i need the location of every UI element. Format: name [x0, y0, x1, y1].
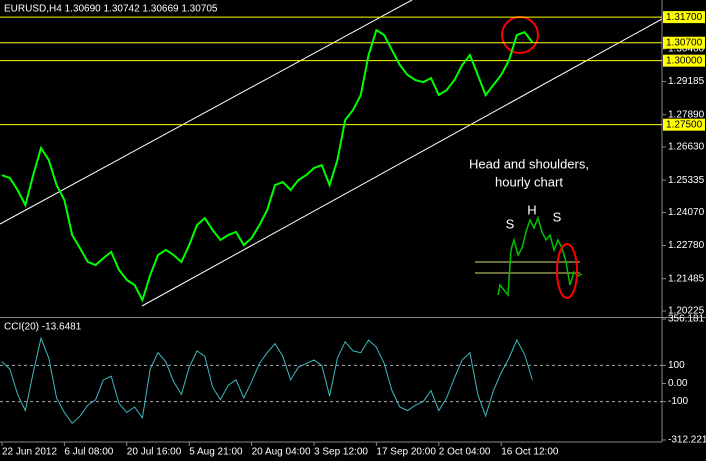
x-tick-label: 5 Aug 21:00 [189, 447, 243, 458]
inset-circle [556, 243, 578, 299]
indicator-title: CCI(20) -13.6481 [4, 322, 82, 333]
annotation: S [553, 209, 562, 224]
level-label-box [663, 54, 705, 67]
x-tick-label: 17 Sep 20:00 [376, 447, 436, 458]
y-tick-label: 1.29185 [668, 76, 705, 87]
x-tick-label: 20 Jul 16:00 [127, 447, 182, 458]
y-tick-label: 356.181 [668, 314, 705, 325]
annotation: Head and shoulders, [469, 156, 589, 171]
y-tick-label: 1.30460 [668, 44, 705, 55]
x-tick-label: 6 Jul 08:00 [64, 447, 113, 458]
y-tick-label: 1.21485 [668, 273, 705, 284]
level-label: 1.31700 [666, 12, 703, 23]
x-tick-label: 3 Sep 12:00 [314, 447, 368, 458]
annotation: H [527, 202, 536, 217]
inset-chart [497, 215, 583, 297]
level-label: 1.27500 [666, 119, 703, 130]
price-line [1, 28, 534, 303]
y-tick-label: 1.27890 [668, 109, 705, 120]
level-label-box [663, 11, 705, 24]
level-label-box [663, 118, 705, 131]
x-tick-label: 16 Oct 12:00 [501, 447, 559, 458]
y-tick-label: 100 [668, 360, 685, 371]
channel-lower [141, 18, 663, 307]
level-label-box [663, 36, 705, 49]
level-label: 1.30700 [666, 37, 703, 48]
y-tick-label: 1.26630 [668, 142, 705, 153]
y-tick-label: -100 [668, 396, 688, 407]
y-tick-label: 0.00 [668, 378, 688, 389]
y-tick-label: 1.24070 [668, 207, 705, 218]
x-tick-label: 2 Oct 04:00 [439, 447, 491, 458]
price-line [1, 336, 533, 425]
annotation: hourly chart [495, 174, 563, 189]
y-tick-label: 1.20225 [668, 306, 705, 317]
annotation: S [506, 216, 515, 231]
y-tick-label: 1.22780 [668, 240, 705, 251]
y-tick-label: -312.221 [668, 435, 706, 446]
channel-upper [0, 0, 413, 225]
chart-title: EURUSD,H4 1.30690 1.30742 1.30669 1.3070… [4, 4, 218, 15]
x-tick-label: 20 Aug 04:00 [252, 447, 311, 458]
x-tick-label: 22 Jun 2012 [2, 447, 57, 458]
hs-inset [475, 215, 583, 299]
y-tick-label: 1.25335 [668, 175, 705, 186]
level-label: 1.30000 [666, 55, 703, 66]
